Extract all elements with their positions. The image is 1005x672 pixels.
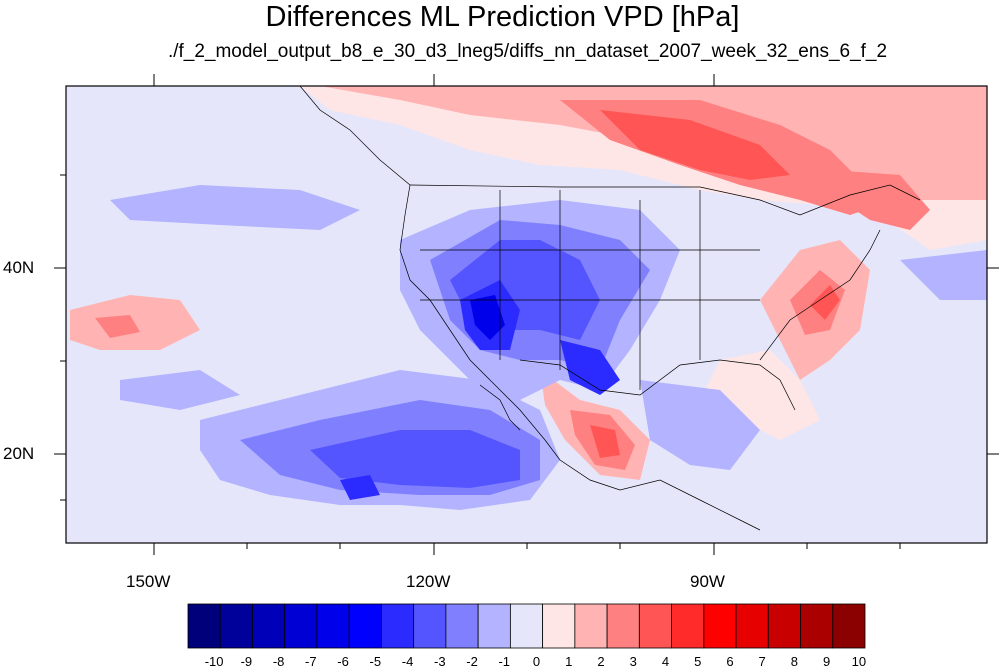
colorbar-box bbox=[800, 603, 834, 649]
colorbar-box bbox=[767, 603, 801, 649]
colorbar-box bbox=[574, 603, 608, 649]
colorbar-box bbox=[832, 603, 866, 649]
colorbar-label: 6 bbox=[726, 654, 733, 669]
colorbar-label: -4 bbox=[402, 654, 414, 669]
colorbar-label: -2 bbox=[466, 654, 478, 669]
colorbar-box bbox=[187, 603, 221, 649]
colorbar-box bbox=[252, 603, 286, 649]
colorbar-label: 0 bbox=[533, 654, 540, 669]
colorbar-label: -3 bbox=[434, 654, 446, 669]
colorbar-label: 2 bbox=[597, 654, 604, 669]
colorbar-box bbox=[671, 603, 705, 649]
colorbar-label: -7 bbox=[305, 654, 317, 669]
colorbar-label: -9 bbox=[241, 654, 253, 669]
lon-label-120w: 120W bbox=[406, 572, 451, 591]
colorbar-label: -8 bbox=[273, 654, 285, 669]
colorbar-box bbox=[445, 603, 479, 649]
colorbar-label: -10 bbox=[205, 654, 224, 669]
axis-ticks bbox=[54, 74, 999, 555]
colorbar-label: 9 bbox=[823, 654, 830, 669]
map-title: Differences ML Prediction VPD [hPa] bbox=[265, 1, 740, 33]
colorbar-box bbox=[348, 603, 382, 649]
colorbar-box bbox=[413, 603, 447, 649]
colorbar-label: 5 bbox=[694, 654, 701, 669]
colorbar-label: 1 bbox=[565, 654, 572, 669]
colorbar-label: 10 bbox=[852, 654, 866, 669]
colorbar-label: 7 bbox=[759, 654, 766, 669]
colorbar-box bbox=[542, 603, 576, 649]
lat-label-40n: 40N bbox=[3, 258, 35, 277]
vpd-difference-field bbox=[66, 86, 987, 543]
colorbar-box bbox=[477, 603, 511, 649]
lon-label-90w: 90W bbox=[690, 572, 725, 591]
colorbar-label: 4 bbox=[662, 654, 669, 669]
map-subtitle: ./f_2_model_output_b8_e_30_d3_lneg5/diff… bbox=[167, 41, 888, 62]
colorbar-box bbox=[219, 603, 253, 649]
map-plot bbox=[54, 74, 999, 555]
boundary-lines bbox=[299, 85, 921, 531]
colorbar-label: 8 bbox=[791, 654, 798, 669]
lon-label-150w: 150W bbox=[126, 572, 171, 591]
colorbar-label: -1 bbox=[498, 654, 510, 669]
colorbar-box bbox=[509, 603, 544, 649]
colorbar-label: 3 bbox=[630, 654, 637, 669]
colorbar-label: -5 bbox=[370, 654, 382, 669]
colorbar-box bbox=[638, 603, 672, 649]
colorbar-box bbox=[284, 603, 318, 649]
lat-label-20n: 20N bbox=[3, 444, 35, 463]
colorbar-label: -6 bbox=[337, 654, 349, 669]
colorbar-box bbox=[316, 603, 350, 649]
colorbar-box bbox=[703, 603, 737, 649]
colorbar-box bbox=[606, 603, 640, 649]
colorbar-box bbox=[381, 603, 415, 649]
colorbar-box bbox=[735, 603, 769, 649]
